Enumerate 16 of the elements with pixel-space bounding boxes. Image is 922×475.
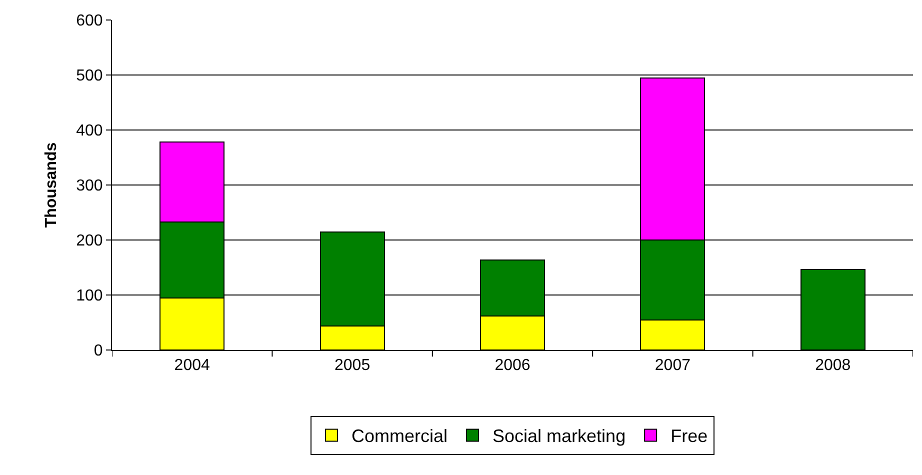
x-tick-label: 2004	[174, 357, 210, 374]
legend-label: Commercial	[352, 426, 448, 446]
x-tick-label: 2008	[815, 357, 851, 374]
y-axis-title: Thousands	[42, 142, 60, 228]
legend-label: Social marketing	[492, 426, 626, 446]
y-tick-label: 100	[76, 288, 103, 305]
x-tick-label: 2007	[654, 357, 691, 374]
y-tick-label: 600	[76, 12, 103, 30]
x-tick-label: 2006	[494, 357, 530, 374]
legend-label: Free	[670, 426, 708, 446]
y-tick-label: 200	[76, 232, 103, 250]
y-tick-label: 500	[76, 68, 103, 85]
y-tick-label: 400	[76, 122, 103, 140]
y-tick-label: 0	[94, 342, 103, 360]
y-tick-label: 300	[76, 178, 103, 195]
x-tick-label: 2005	[334, 357, 370, 374]
